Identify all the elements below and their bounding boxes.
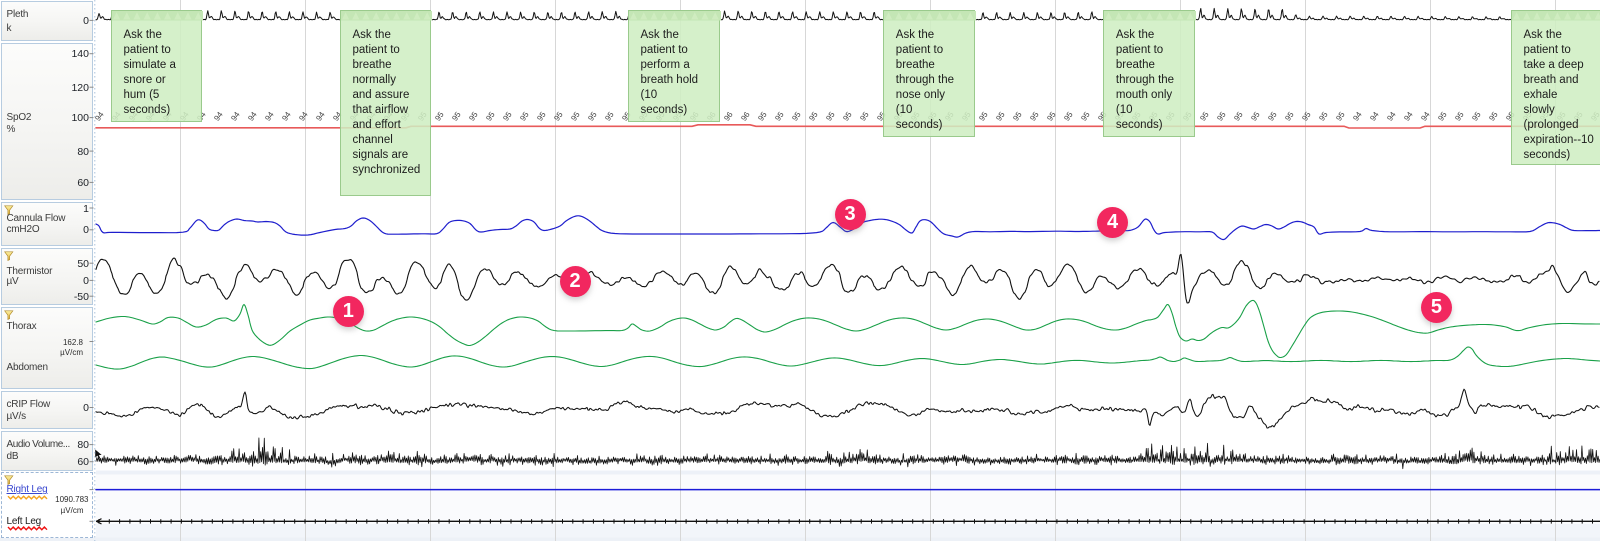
svg-text:95: 95 (1300, 110, 1313, 123)
svg-text:94: 94 (229, 110, 242, 123)
svg-text:95: 95 (994, 110, 1007, 123)
svg-text:95: 95 (1028, 110, 1041, 123)
svg-text:95: 95 (518, 110, 531, 123)
svg-text:94: 94 (263, 110, 276, 123)
svg-text:95: 95 (1453, 110, 1466, 123)
svg-text:95: 95 (1045, 110, 1058, 123)
svg-text:95: 95 (1079, 110, 1092, 123)
svg-text:95: 95 (773, 110, 786, 123)
svg-text:95: 95 (790, 110, 803, 123)
svg-text:95: 95 (603, 110, 616, 123)
svg-text:95: 95 (450, 110, 463, 123)
svg-text:95: 95 (1317, 110, 1330, 123)
svg-text:94: 94 (297, 110, 310, 123)
svg-text:95: 95 (807, 110, 820, 123)
svg-text:95: 95 (1062, 110, 1075, 123)
svg-text:95: 95 (433, 110, 446, 123)
svg-text:94: 94 (314, 110, 327, 123)
svg-text:95: 95 (824, 110, 837, 123)
svg-text:95: 95 (569, 110, 582, 123)
svg-text:94: 94 (212, 110, 225, 123)
svg-text:95: 95 (977, 110, 990, 123)
svg-text:94: 94 (1368, 110, 1381, 123)
svg-text:95: 95 (1232, 110, 1245, 123)
svg-text:95: 95 (501, 110, 514, 123)
svg-text:95: 95 (1470, 110, 1483, 123)
svg-text:95: 95 (1436, 110, 1449, 123)
svg-text:96: 96 (739, 110, 752, 123)
svg-text:95: 95 (535, 110, 548, 123)
svg-text:95: 95 (1215, 110, 1228, 123)
svg-text:96: 96 (722, 110, 735, 123)
svg-text:95: 95 (756, 110, 769, 123)
svg-text:95: 95 (552, 110, 565, 123)
svg-text:94: 94 (1351, 110, 1364, 123)
svg-text:95: 95 (1198, 110, 1211, 123)
svg-text:94: 94 (246, 110, 259, 123)
svg-text:95: 95 (1487, 110, 1500, 123)
svg-text:94: 94 (1402, 110, 1415, 123)
svg-text:95: 95 (858, 110, 871, 123)
svg-text:95: 95 (1283, 110, 1296, 123)
svg-text:95: 95 (841, 110, 854, 123)
svg-text:95: 95 (467, 110, 480, 123)
svg-text:94: 94 (1385, 110, 1398, 123)
svg-text:95: 95 (1011, 110, 1024, 123)
svg-text:94: 94 (280, 110, 293, 123)
svg-text:95: 95 (1266, 110, 1279, 123)
svg-text:95: 95 (1249, 110, 1262, 123)
svg-text:95: 95 (586, 110, 599, 123)
svg-text:95: 95 (484, 110, 497, 123)
svg-text:95: 95 (1334, 110, 1347, 123)
